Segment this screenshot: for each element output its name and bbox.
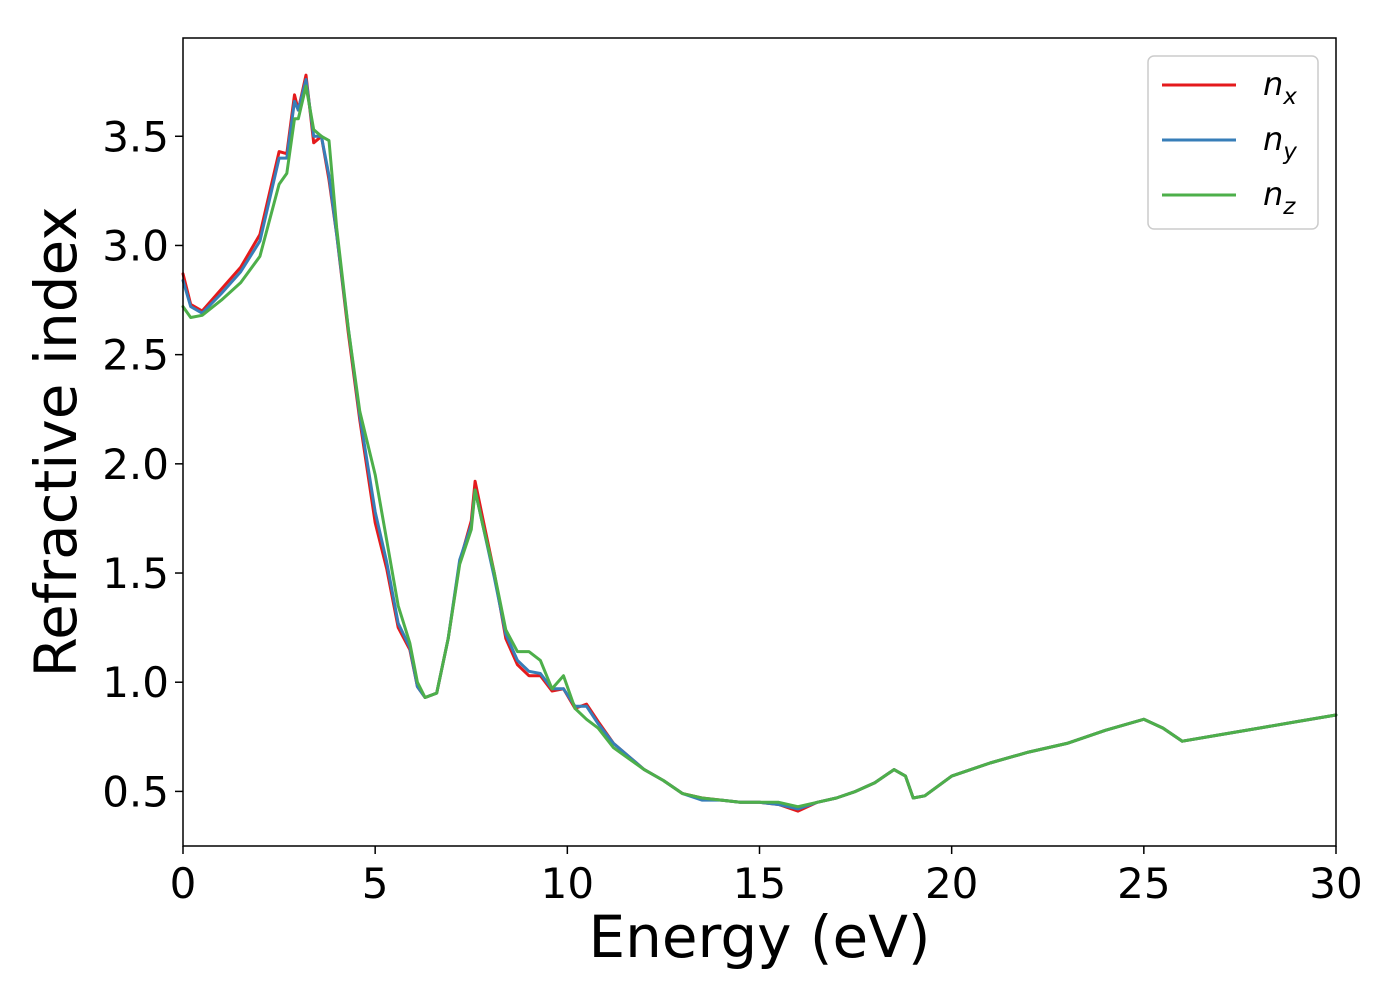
x-tick-label: 20 <box>925 859 978 908</box>
y-tick-label: 1.5 <box>102 549 169 598</box>
x-tick-label: 0 <box>170 859 197 908</box>
series-layer <box>181 73 1338 813</box>
y-tick-label: 3.0 <box>102 221 169 270</box>
legend: nx ny nz <box>1147 55 1319 230</box>
x-tick-label: 30 <box>1309 859 1362 908</box>
y-tick-label: 3.5 <box>102 112 169 161</box>
legend-label-nx: nx <box>1263 65 1297 110</box>
x-tick-label: 15 <box>733 859 786 908</box>
legend-box <box>1147 55 1319 230</box>
y-tick-label: 0.5 <box>102 767 169 816</box>
y-tick-label: 2.5 <box>102 331 169 380</box>
x-tick-label: 5 <box>362 859 389 908</box>
x-tick-label: 10 <box>541 859 594 908</box>
x-axis: 0 5 10 15 20 25 30 <box>170 846 1363 908</box>
x-tick-label: 25 <box>1117 859 1170 908</box>
y-tick-label: 2.0 <box>102 440 169 489</box>
y-axis-label: Refractive index <box>22 206 90 677</box>
series-line-nz <box>181 84 1338 809</box>
x-axis-label: Energy (eV) <box>588 903 930 971</box>
y-tick-label: 1.0 <box>102 658 169 707</box>
legend-label-nz: nz <box>1263 175 1296 220</box>
y-axis: 0.5 1.0 1.5 2.0 2.5 3.0 3.5 <box>102 112 183 816</box>
legend-label-ny: ny <box>1263 120 1297 165</box>
plot-area <box>183 38 1336 846</box>
